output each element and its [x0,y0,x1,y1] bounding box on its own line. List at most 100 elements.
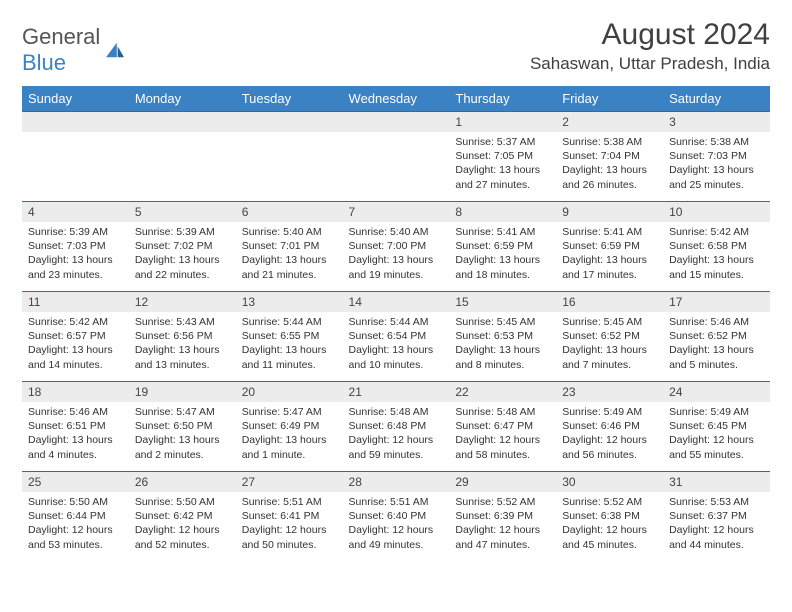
sunset-line: Sunset: 6:38 PM [562,509,657,523]
day-details: Sunrise: 5:41 AMSunset: 6:59 PMDaylight:… [449,222,556,288]
calendar-day-cell [22,112,129,202]
sunset-line: Sunset: 6:45 PM [669,419,764,433]
daylight-line: Daylight: 13 hours and 8 minutes. [455,343,550,371]
title-block: August 2024 Sahaswan, Uttar Pradesh, Ind… [530,18,770,74]
calendar-day-cell: 28Sunrise: 5:51 AMSunset: 6:40 PMDayligh… [343,472,450,562]
brand-prefix: General [22,24,100,49]
daylight-line: Daylight: 13 hours and 7 minutes. [562,343,657,371]
calendar-day-cell: 25Sunrise: 5:50 AMSunset: 6:44 PMDayligh… [22,472,129,562]
sunrise-line: Sunrise: 5:41 AM [455,225,550,239]
sunrise-line: Sunrise: 5:49 AM [562,405,657,419]
sunrise-line: Sunrise: 5:52 AM [455,495,550,509]
sunset-line: Sunset: 6:49 PM [242,419,337,433]
sunset-line: Sunset: 7:00 PM [349,239,444,253]
daylight-line: Daylight: 13 hours and 25 minutes. [669,163,764,191]
day-number: 7 [343,202,450,222]
day-details: Sunrise: 5:50 AMSunset: 6:42 PMDaylight:… [129,492,236,558]
weekday-header-row: SundayMondayTuesdayWednesdayThursdayFrid… [22,86,770,112]
daylight-line: Daylight: 12 hours and 56 minutes. [562,433,657,461]
sunset-line: Sunset: 6:58 PM [669,239,764,253]
calendar-day-cell: 24Sunrise: 5:49 AMSunset: 6:45 PMDayligh… [663,382,770,472]
calendar-day-cell: 12Sunrise: 5:43 AMSunset: 6:56 PMDayligh… [129,292,236,382]
day-number: 4 [22,202,129,222]
sunrise-line: Sunrise: 5:46 AM [28,405,123,419]
sunset-line: Sunset: 6:48 PM [349,419,444,433]
day-number: 17 [663,292,770,312]
day-details: Sunrise: 5:42 AMSunset: 6:58 PMDaylight:… [663,222,770,288]
sunrise-line: Sunrise: 5:39 AM [28,225,123,239]
calendar-day-cell: 29Sunrise: 5:52 AMSunset: 6:39 PMDayligh… [449,472,556,562]
daylight-line: Daylight: 13 hours and 4 minutes. [28,433,123,461]
calendar-day-cell [343,112,450,202]
day-number: 3 [663,112,770,132]
sunrise-line: Sunrise: 5:46 AM [669,315,764,329]
sunrise-line: Sunrise: 5:37 AM [455,135,550,149]
day-number: 8 [449,202,556,222]
calendar-day-cell [236,112,343,202]
day-details: Sunrise: 5:52 AMSunset: 6:38 PMDaylight:… [556,492,663,558]
day-number: 18 [22,382,129,402]
daylight-line: Daylight: 12 hours and 47 minutes. [455,523,550,551]
day-number [22,112,129,132]
daylight-line: Daylight: 12 hours and 49 minutes. [349,523,444,551]
day-number: 15 [449,292,556,312]
calendar-day-cell: 20Sunrise: 5:47 AMSunset: 6:49 PMDayligh… [236,382,343,472]
calendar-day-cell: 13Sunrise: 5:44 AMSunset: 6:55 PMDayligh… [236,292,343,382]
calendar-day-cell: 26Sunrise: 5:50 AMSunset: 6:42 PMDayligh… [129,472,236,562]
calendar-day-cell: 9Sunrise: 5:41 AMSunset: 6:59 PMDaylight… [556,202,663,292]
calendar-day-cell: 21Sunrise: 5:48 AMSunset: 6:48 PMDayligh… [343,382,450,472]
sunset-line: Sunset: 7:04 PM [562,149,657,163]
calendar-day-cell: 5Sunrise: 5:39 AMSunset: 7:02 PMDaylight… [129,202,236,292]
calendar-day-cell [129,112,236,202]
calendar-day-cell: 3Sunrise: 5:38 AMSunset: 7:03 PMDaylight… [663,112,770,202]
calendar-day-cell: 8Sunrise: 5:41 AMSunset: 6:59 PMDaylight… [449,202,556,292]
day-number: 5 [129,202,236,222]
day-number: 26 [129,472,236,492]
sunset-line: Sunset: 6:39 PM [455,509,550,523]
calendar-week-row: 11Sunrise: 5:42 AMSunset: 6:57 PMDayligh… [22,292,770,382]
day-details: Sunrise: 5:46 AMSunset: 6:52 PMDaylight:… [663,312,770,378]
day-number: 10 [663,202,770,222]
daylight-line: Daylight: 13 hours and 5 minutes. [669,343,764,371]
daylight-line: Daylight: 12 hours and 58 minutes. [455,433,550,461]
weekday-header: Saturday [663,86,770,112]
daylight-line: Daylight: 13 hours and 18 minutes. [455,253,550,281]
location-text: Sahaswan, Uttar Pradesh, India [530,54,770,74]
sail-icon [104,41,126,59]
day-details: Sunrise: 5:45 AMSunset: 6:53 PMDaylight:… [449,312,556,378]
day-details: Sunrise: 5:51 AMSunset: 6:41 PMDaylight:… [236,492,343,558]
daylight-line: Daylight: 13 hours and 22 minutes. [135,253,230,281]
calendar-day-cell: 15Sunrise: 5:45 AMSunset: 6:53 PMDayligh… [449,292,556,382]
sunrise-line: Sunrise: 5:41 AM [562,225,657,239]
sunrise-line: Sunrise: 5:49 AM [669,405,764,419]
sunset-line: Sunset: 6:59 PM [455,239,550,253]
day-number [343,112,450,132]
sunrise-line: Sunrise: 5:42 AM [28,315,123,329]
sunrise-line: Sunrise: 5:40 AM [242,225,337,239]
sunset-line: Sunset: 6:50 PM [135,419,230,433]
daylight-line: Daylight: 12 hours and 50 minutes. [242,523,337,551]
daylight-line: Daylight: 13 hours and 1 minute. [242,433,337,461]
day-details: Sunrise: 5:46 AMSunset: 6:51 PMDaylight:… [22,402,129,468]
day-number: 13 [236,292,343,312]
brand-logo: General Blue [22,18,126,76]
day-number: 24 [663,382,770,402]
daylight-line: Daylight: 13 hours and 26 minutes. [562,163,657,191]
brand-name: General Blue [22,24,100,76]
daylight-line: Daylight: 13 hours and 11 minutes. [242,343,337,371]
calendar-day-cell: 6Sunrise: 5:40 AMSunset: 7:01 PMDaylight… [236,202,343,292]
day-number: 28 [343,472,450,492]
day-details: Sunrise: 5:45 AMSunset: 6:52 PMDaylight:… [556,312,663,378]
day-number: 20 [236,382,343,402]
day-details: Sunrise: 5:40 AMSunset: 7:01 PMDaylight:… [236,222,343,288]
sunrise-line: Sunrise: 5:39 AM [135,225,230,239]
sunrise-line: Sunrise: 5:38 AM [669,135,764,149]
calendar-day-cell: 22Sunrise: 5:48 AMSunset: 6:47 PMDayligh… [449,382,556,472]
day-details: Sunrise: 5:41 AMSunset: 6:59 PMDaylight:… [556,222,663,288]
day-details: Sunrise: 5:38 AMSunset: 7:04 PMDaylight:… [556,132,663,198]
calendar-day-cell: 1Sunrise: 5:37 AMSunset: 7:05 PMDaylight… [449,112,556,202]
sunrise-line: Sunrise: 5:38 AM [562,135,657,149]
month-title: August 2024 [530,18,770,52]
day-details: Sunrise: 5:50 AMSunset: 6:44 PMDaylight:… [22,492,129,558]
calendar-week-row: 4Sunrise: 5:39 AMSunset: 7:03 PMDaylight… [22,202,770,292]
